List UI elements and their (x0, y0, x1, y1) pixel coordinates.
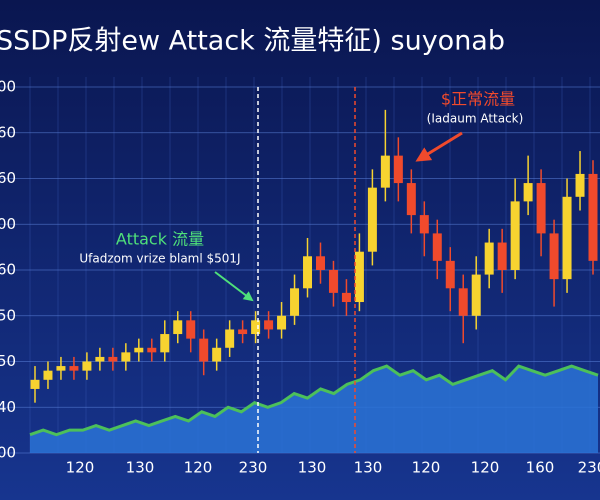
candle-body (56, 366, 66, 371)
candle-body (354, 251, 364, 303)
candle-body (458, 288, 468, 316)
candle-body (432, 233, 442, 261)
candle-body (510, 201, 520, 270)
candle-body (82, 361, 92, 371)
candle-body (549, 233, 559, 280)
candle-body (186, 320, 196, 339)
candle-body (341, 292, 351, 303)
x-tick-label: 120 (412, 459, 441, 477)
candle-body (393, 155, 403, 184)
y-tick-label: 60 (0, 169, 16, 187)
candle-body (445, 260, 455, 289)
candle-body (212, 347, 222, 362)
candle-body (588, 173, 598, 261)
candle-body (251, 320, 261, 335)
candle-body (406, 183, 416, 216)
candle-body (290, 288, 300, 316)
candle-body (199, 338, 209, 362)
candle-body (147, 347, 157, 353)
x-tick-label: 120 (66, 459, 95, 477)
x-tick-label: 160 (526, 459, 555, 477)
arrow (415, 131, 463, 162)
candle-body (562, 196, 572, 280)
candle-body (108, 356, 118, 362)
annotation: Attack 流量 (116, 230, 204, 249)
candle-body (419, 215, 429, 234)
annotation: $正常流量 (441, 90, 515, 109)
y-tick-label: 00 (0, 215, 16, 233)
arrow (214, 271, 254, 302)
x-tick-label: 230 (239, 459, 268, 477)
candle-body (575, 173, 585, 197)
candle-body (134, 347, 144, 353)
x-tick-label: 130 (126, 459, 155, 477)
annotation: Ufadzom vrize blaml $501J (79, 252, 240, 266)
traffic-line (29, 364, 599, 437)
x-tick-label: 120 (184, 459, 213, 477)
candle-body (380, 155, 390, 188)
candle-body (238, 329, 248, 335)
traffic-area (30, 366, 598, 453)
candle-body (277, 315, 287, 330)
y-tick-label: 60 (0, 123, 16, 141)
candle-body (95, 356, 105, 362)
candle-body (497, 242, 507, 270)
candle-body (121, 352, 131, 362)
y-tick-label: 00 (0, 444, 16, 462)
y-tick-label: 60 (0, 261, 16, 279)
candle-body (315, 256, 325, 270)
annotation: (Iadaum Attack) (427, 112, 524, 126)
candle-body (69, 366, 79, 371)
chart-title: SSDP反射ew Attack 流量特征) suyonab (0, 26, 505, 57)
candle-body (173, 320, 183, 335)
candle-body (536, 183, 546, 234)
x-tick-label: 130 (354, 459, 383, 477)
candle-body (471, 274, 481, 316)
candle-body (43, 370, 53, 380)
x-tick-label: 120 (471, 459, 500, 477)
candle-body (328, 270, 338, 293)
y-tick-label: 40 (0, 398, 16, 416)
y-tick-label: 00 (0, 78, 16, 96)
y-tick-label: 50 (0, 306, 16, 324)
candle-body (484, 242, 494, 275)
x-tick-label: 230 (578, 459, 600, 477)
candle-body (303, 256, 313, 289)
candle-body (30, 379, 40, 389)
candle-body (264, 320, 274, 330)
candle-body (367, 187, 377, 252)
candle-body (523, 183, 533, 202)
x-tick-label: 130 (298, 459, 327, 477)
candle-body (160, 334, 170, 353)
y-tick-label: 50 (0, 352, 16, 370)
candle-body (225, 329, 235, 348)
